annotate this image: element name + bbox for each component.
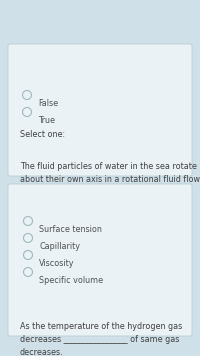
Text: False: False [38, 99, 58, 108]
Text: Viscosity: Viscosity [39, 259, 74, 268]
Text: The fluid particles of water in the sea rotate
about their own axis in a rotatio: The fluid particles of water in the sea … [20, 162, 200, 184]
FancyBboxPatch shape [8, 44, 192, 176]
Text: Surface tension: Surface tension [39, 225, 102, 234]
Text: Capillarity: Capillarity [39, 242, 80, 251]
Text: Specific volume: Specific volume [39, 276, 103, 285]
FancyBboxPatch shape [8, 184, 192, 336]
Text: True: True [38, 116, 55, 125]
Text: As the temperature of the hydrogen gas
decreases ________________ of same gas
de: As the temperature of the hydrogen gas d… [20, 322, 182, 356]
Text: Select one:: Select one: [20, 130, 65, 139]
